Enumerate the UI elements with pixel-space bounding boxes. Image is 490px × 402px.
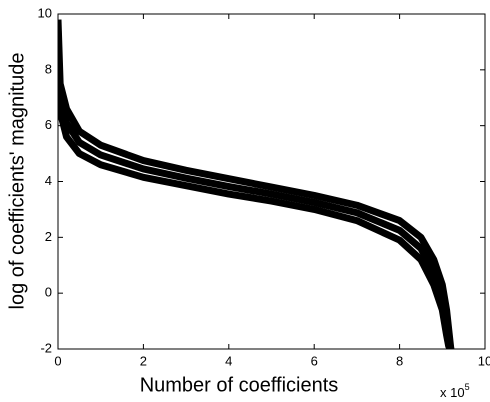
y-tick-label: 4: [45, 173, 52, 188]
x-tick-label: 10: [478, 353, 490, 368]
y-tick-label: 6: [45, 117, 52, 132]
x-axis-label: Number of coefficients: [140, 374, 339, 396]
x-tick-label: 2: [140, 353, 147, 368]
x-tick-label: 4: [225, 353, 232, 368]
y-tick-label: 2: [45, 229, 52, 244]
x-tick-label: 8: [396, 353, 403, 368]
plot-area: [57, 13, 486, 350]
x-multiplier: x 105: [440, 382, 470, 400]
y-tick-label: 0: [45, 285, 52, 300]
x-multiplier-base: x 10: [440, 385, 465, 400]
y-tick-label: 8: [45, 61, 52, 76]
lines: [58, 19, 455, 349]
y-tick-label: -2: [40, 340, 52, 355]
data-line: [58, 41, 454, 349]
y-tick-label: 10: [38, 5, 52, 20]
y-axis-label: log of coefficients' magnitude: [6, 53, 28, 310]
x-tick-label: 0: [54, 353, 61, 368]
x-multiplier-exponent: 5: [465, 382, 470, 392]
x-tick-label: 6: [311, 353, 318, 368]
